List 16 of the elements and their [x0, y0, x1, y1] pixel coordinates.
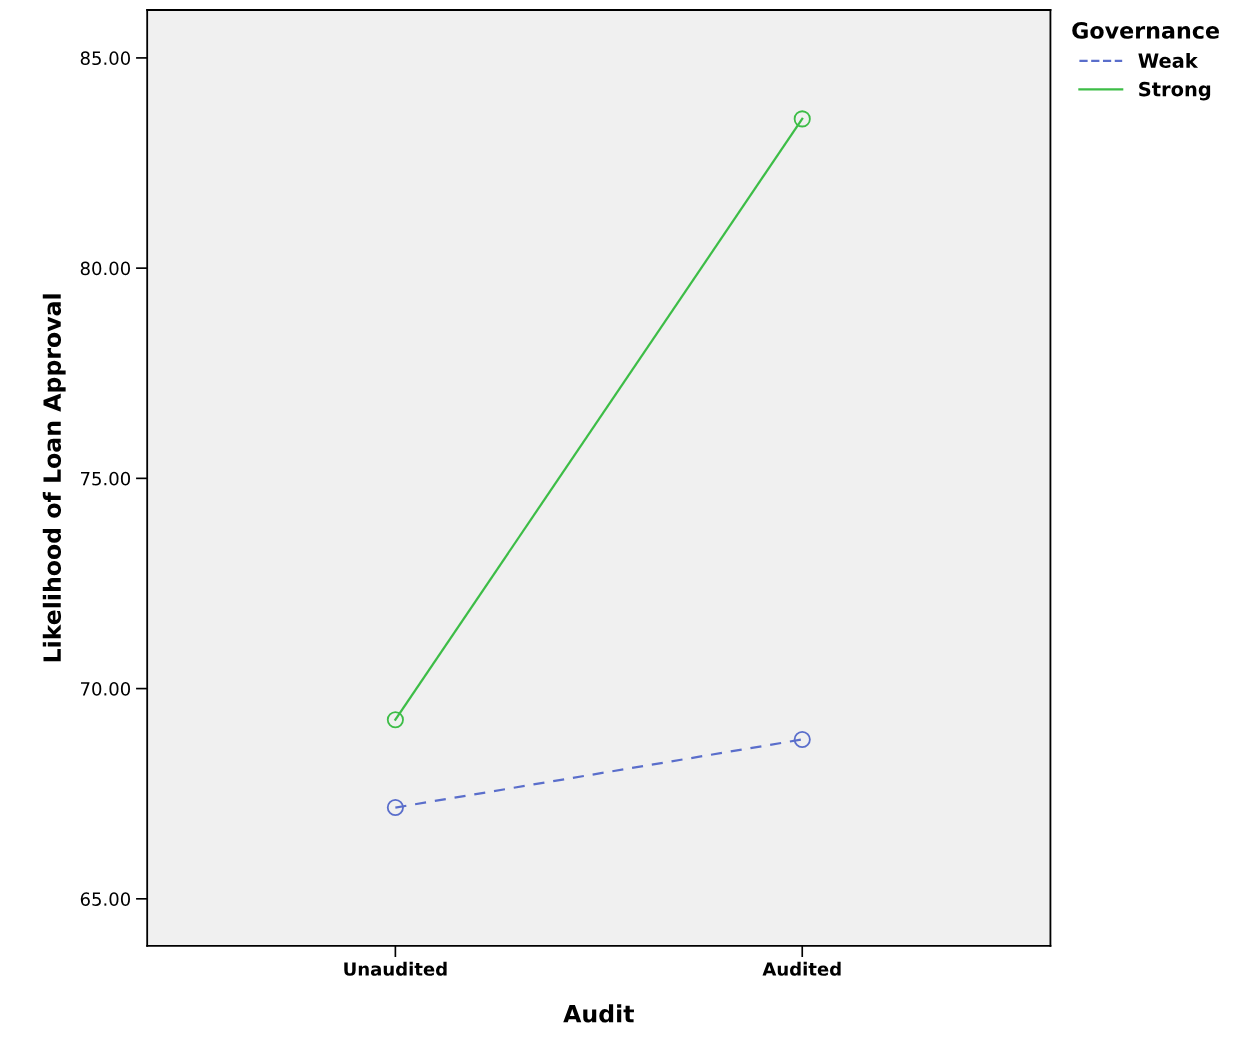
point	[793, 730, 811, 749]
point	[386, 799, 404, 817]
legend-label: Strong	[1139, 81, 1211, 101]
y-tick-label: 80.00	[80, 261, 131, 276]
x-tick-label: Unaudited	[344, 961, 447, 976]
y-tick-label: 70.00	[81, 682, 131, 696]
y-tick-label: 75.00	[81, 471, 131, 486]
x-axis-title: Audit	[563, 1004, 634, 1023]
x-tick-label: Audited	[762, 961, 841, 976]
point	[386, 711, 404, 729]
y-axis-title: Likelihood of Loan Approval	[42, 294, 66, 662]
legend-label: Weak	[1138, 52, 1199, 68]
legend-title: Governance	[1072, 22, 1219, 39]
y-tick-label: 85.00	[80, 51, 131, 66]
y-tick-label: 65.00	[80, 892, 131, 906]
point	[793, 110, 811, 128]
